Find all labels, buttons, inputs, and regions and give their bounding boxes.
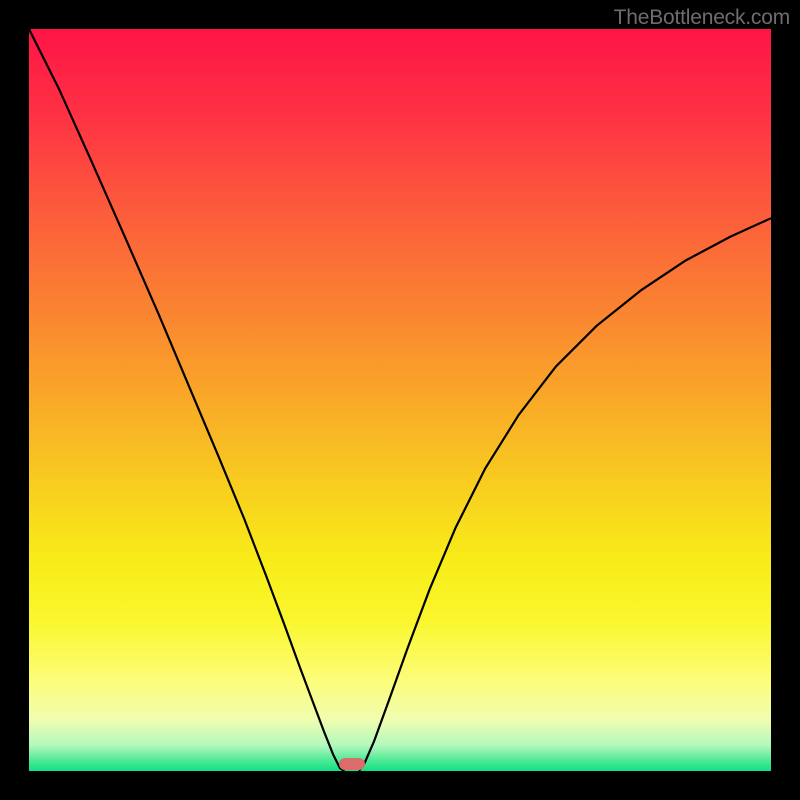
curves-layer xyxy=(29,29,771,771)
left-curve xyxy=(29,29,344,771)
plot-area xyxy=(29,29,771,771)
trough-marker xyxy=(339,758,365,770)
right-curve xyxy=(359,218,771,771)
watermark-text: TheBottleneck.com xyxy=(614,6,790,30)
